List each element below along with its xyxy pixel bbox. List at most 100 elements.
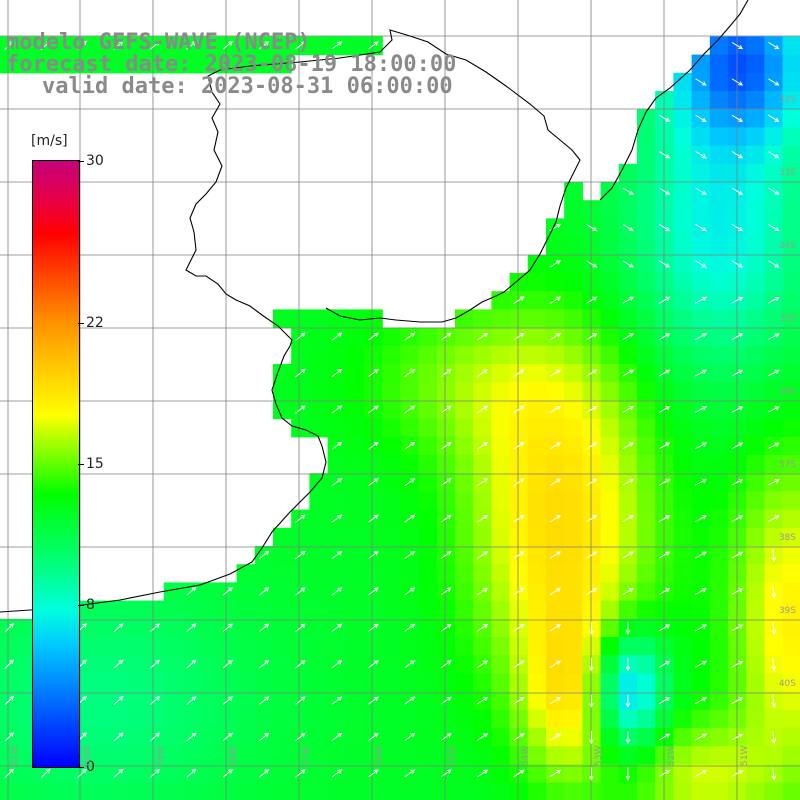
- wind-speed-cell: [309, 728, 329, 747]
- wind-arrow: [222, 623, 233, 633]
- wind-speed-cell: [600, 273, 620, 292]
- wind-arrow: [368, 368, 379, 378]
- wind-speed-cell: [418, 764, 438, 784]
- wind-arrow: [440, 441, 452, 450]
- wind-arrow: [440, 660, 452, 669]
- wind-arrow: [549, 405, 562, 414]
- wind-speed-cell: [728, 600, 747, 620]
- wind-speed-cell: [345, 400, 365, 420]
- wind-arrow: [404, 769, 416, 778]
- wind-speed-cell: [582, 637, 602, 656]
- wind-speed-cell: [491, 527, 511, 547]
- wind-speed-cell: [782, 127, 800, 147]
- wind-speed-cell: [327, 673, 347, 693]
- wind-speed-cell: [182, 782, 201, 800]
- wind-speed-cell: [382, 491, 401, 511]
- wind-speed-cell: [564, 400, 583, 420]
- wind-speed-cell: [782, 182, 800, 201]
- wind-speed-cell: [291, 345, 310, 365]
- wind-speed-cell: [691, 491, 711, 511]
- wind-arrow: [404, 623, 416, 632]
- wind-speed-cell: [564, 436, 583, 456]
- wind-arrow: [77, 768, 88, 778]
- wind-speed-cell: [728, 236, 747, 256]
- wind-speed-cell: [564, 546, 583, 565]
- wind-speed-cell: [200, 782, 219, 800]
- wind-arrow: [768, 260, 780, 268]
- latitude-label: 33S: [778, 168, 796, 178]
- wind-arrow: [404, 368, 416, 378]
- wind-speed-cell: [600, 200, 620, 219]
- wind-speed-cell: [691, 273, 711, 292]
- wind-arrow: [695, 442, 707, 450]
- wind-speed-cell: [382, 782, 401, 800]
- wind-speed-cell: [655, 127, 674, 147]
- wind-speed-cell: [418, 400, 438, 420]
- wind-speed-cell: [637, 273, 656, 292]
- wind-speed-cell: [163, 691, 183, 711]
- wind-speed-cell: [0, 637, 19, 656]
- wind-speed-cell: [691, 345, 711, 365]
- wind-speed-cell: [746, 655, 765, 674]
- wind-arrow: [258, 41, 270, 50]
- wind-speed-cell: [673, 637, 693, 656]
- wind-speed-cell: [364, 637, 383, 656]
- wind-speed-cell: [91, 691, 110, 711]
- wind-speed-cell: [527, 673, 547, 693]
- wind-speed-cell: [236, 618, 256, 638]
- wind-speed-cell: [236, 709, 256, 729]
- wind-arrow: [368, 405, 379, 414]
- wind-speed-cell: [254, 709, 274, 729]
- wind-speed-cell: [600, 364, 620, 383]
- wind-speed-cell: [637, 436, 656, 456]
- wind-arrow: [695, 770, 707, 777]
- wind-speed-cell: [455, 546, 474, 565]
- wind-speed-cell: [673, 218, 693, 238]
- wind-speed-cell: [746, 728, 765, 747]
- wind-speed-cell: [600, 455, 620, 474]
- wind-speed-cell: [691, 709, 711, 729]
- wind-arrow: [731, 223, 744, 232]
- wind-speed-cell: [127, 782, 147, 800]
- wind-speed-cells: [0, 36, 800, 800]
- wind-speed-cell: [491, 364, 511, 383]
- wind-speed-cell: [764, 782, 784, 800]
- wind-arrow: [4, 768, 15, 779]
- wind-speed-cell: [455, 618, 474, 638]
- wind-speed-cell: [127, 54, 147, 74]
- wind-speed-cell: [273, 564, 292, 583]
- wind-speed-cell: [364, 564, 383, 583]
- wind-speed-cell: [91, 655, 110, 674]
- wind-speed-cell: [345, 436, 365, 456]
- colorbar-tickmark: [78, 605, 84, 607]
- wind-arrow: [658, 369, 671, 377]
- wind-speed-cell: [655, 91, 674, 110]
- wind-speed-cell: [418, 691, 438, 711]
- wind-arrow: [404, 514, 416, 523]
- wind-speed-cell: [673, 491, 693, 511]
- wind-speed-cell: [637, 182, 656, 201]
- wind-speed-cell: [600, 400, 620, 420]
- wind-arrow: [513, 332, 525, 341]
- wind-arrow: [222, 587, 233, 596]
- wind-speed-cell: [782, 200, 800, 219]
- wind-speed-cell: [764, 200, 784, 219]
- wind-speed-cell: [527, 327, 547, 347]
- wind-arrow: [4, 732, 15, 742]
- wind-speed-cell: [109, 54, 128, 74]
- wind-speed-cell: [691, 782, 711, 800]
- wind-speed-cell: [782, 218, 800, 238]
- wind-speed-cell: [491, 637, 511, 656]
- wind-arrow: [771, 585, 777, 599]
- wind-arrow: [549, 696, 562, 705]
- wind-speed-cell: [764, 709, 784, 729]
- wind-speed-cell: [418, 618, 438, 638]
- wind-arrow: [549, 296, 562, 304]
- wind-speed-cell: [163, 782, 183, 800]
- wind-speed-cell: [418, 364, 438, 383]
- wind-speed-cell: [600, 728, 620, 747]
- wind-speed-cell: [746, 436, 765, 456]
- wind-speed-cell: [618, 491, 638, 511]
- wind-speed-cell: [527, 473, 547, 492]
- wind-speed-cell: [436, 564, 456, 583]
